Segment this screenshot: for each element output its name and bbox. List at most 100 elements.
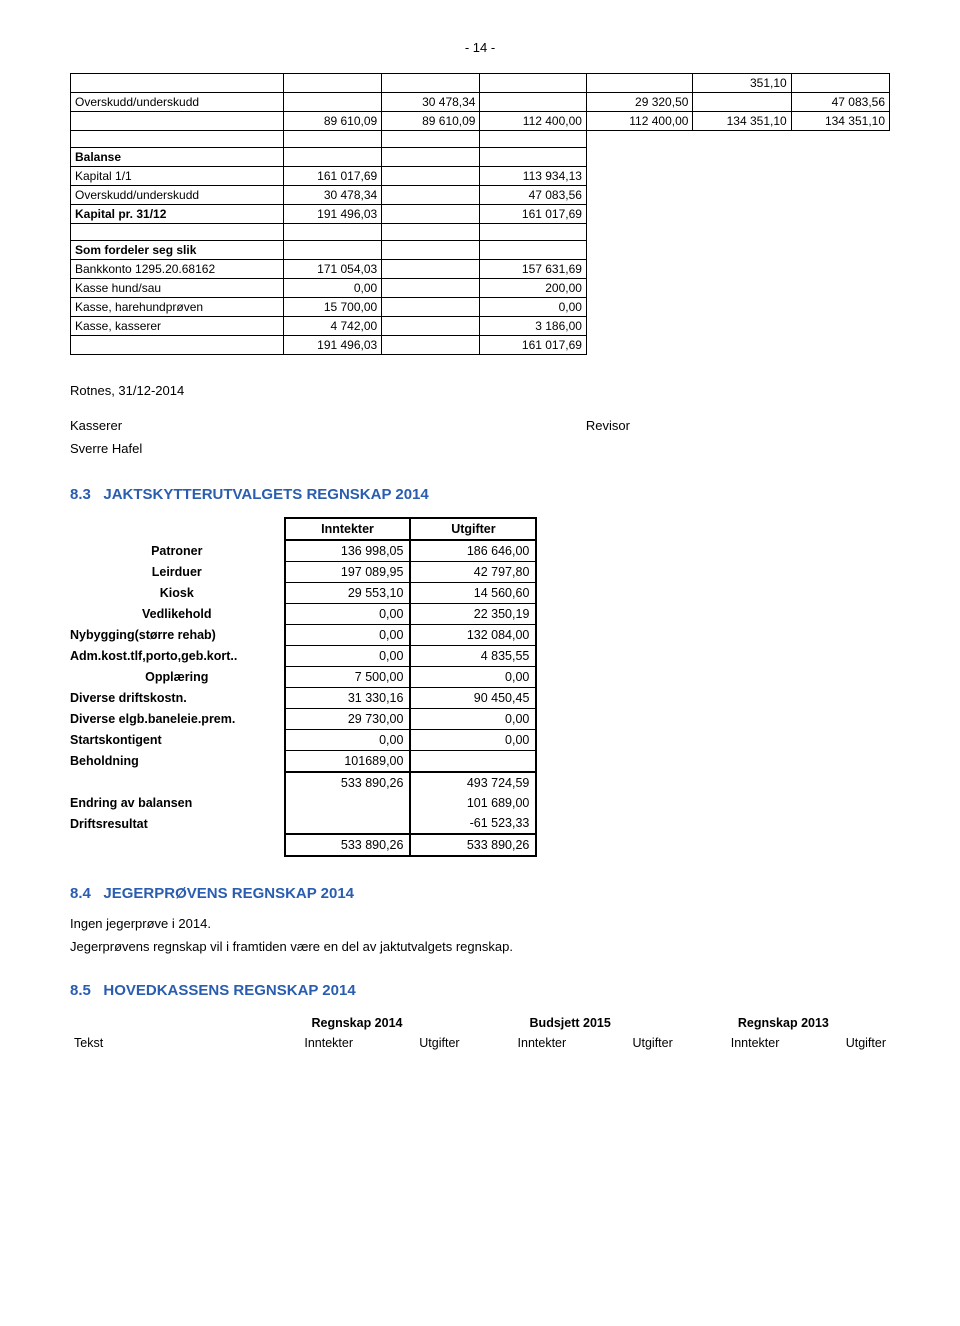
sub-header: Utgifter xyxy=(570,1033,677,1053)
cell: 0,00 xyxy=(285,730,411,751)
cell: Balanse xyxy=(71,148,284,167)
row-label: Patroner xyxy=(70,540,285,562)
cell: 493 724,59 xyxy=(410,772,536,793)
cell: 171 054,03 xyxy=(283,260,381,279)
table-row xyxy=(71,131,890,148)
cell: 351,10 xyxy=(693,74,791,93)
cell: 30 478,34 xyxy=(283,186,381,205)
cell: 0,00 xyxy=(410,667,536,688)
cell: Overskudd/underskudd xyxy=(71,186,284,205)
cell: 29 553,10 xyxy=(285,583,411,604)
table-row: Som fordeler seg slik xyxy=(71,241,890,260)
cell: 161 017,69 xyxy=(480,336,586,355)
row-label: Vedlikehold xyxy=(70,604,285,625)
cell: 533 890,26 xyxy=(285,772,411,793)
section-num: 8.5 xyxy=(70,982,91,999)
cell: 15 700,00 xyxy=(283,298,381,317)
cell: 200,00 xyxy=(480,279,586,298)
row-label: Adm.kost.tlf,porto,geb.kort.. xyxy=(70,646,285,667)
cell: 157 631,69 xyxy=(480,260,586,279)
cell: Som fordeler seg slik xyxy=(71,241,284,260)
row-label: Opplæring xyxy=(70,667,285,688)
cell: 22 350,19 xyxy=(410,604,536,625)
cell: 112 400,00 xyxy=(480,112,586,131)
cell: 0,00 xyxy=(410,730,536,751)
cell: 161 017,69 xyxy=(480,205,586,224)
cell: 533 890,26 xyxy=(285,834,411,856)
cell: Kapital 1/1 xyxy=(71,167,284,186)
row-label: Endring av balansen xyxy=(70,793,285,813)
sverre-name: Sverre Hafel xyxy=(70,441,890,456)
table-row: Bankkonto 1295.20.68162 171 054,03 157 6… xyxy=(71,260,890,279)
cell: 47 083,56 xyxy=(480,186,586,205)
signature-line: Kasserer Revisor xyxy=(70,418,890,433)
cell: 30 478,34 xyxy=(382,93,480,112)
table-row: Overskudd/underskudd 30 478,34 47 083,56 xyxy=(71,186,890,205)
sub-header: Inntekter xyxy=(677,1033,784,1053)
cell: 134 351,10 xyxy=(791,112,889,131)
cell: 89 610,09 xyxy=(382,112,480,131)
cell: 29 320,50 xyxy=(586,93,692,112)
section-title: JEGERPRØVENS REGNSKAP 2014 xyxy=(103,885,354,902)
cell: 14 560,60 xyxy=(410,583,536,604)
section-num: 8.3 xyxy=(70,486,91,503)
cell: 7 500,00 xyxy=(285,667,411,688)
section-title: JAKTSKYTTERUTVALGETS REGNSKAP 2014 xyxy=(103,486,428,503)
row-label: Driftsresultat xyxy=(70,813,285,834)
section-title: HOVEDKASSENS REGNSKAP 2014 xyxy=(103,982,355,999)
section-num: 8.4 xyxy=(70,885,91,902)
table-row: Kasse, kasserer 4 742,00 3 186,00 xyxy=(71,317,890,336)
cell: 101689,00 xyxy=(285,751,411,773)
col-header: Budsjett 2015 xyxy=(464,1013,677,1033)
cell: 161 017,69 xyxy=(283,167,381,186)
col-header: Regnskap 2013 xyxy=(677,1013,890,1033)
cell: 29 730,00 xyxy=(285,709,411,730)
revisor-label: Revisor xyxy=(586,418,630,433)
row-label: Diverse driftskostn. xyxy=(70,688,285,709)
cell: 113 934,13 xyxy=(480,167,586,186)
table-row: Balanse xyxy=(71,148,890,167)
col-header: Utgifter xyxy=(410,518,536,540)
cell: 42 797,80 xyxy=(410,562,536,583)
page-number: - 14 - xyxy=(70,40,890,55)
section-8-4-heading: 8.4 JEGERPRØVENS REGNSKAP 2014 xyxy=(70,885,890,902)
cell: 0,00 xyxy=(285,646,411,667)
table-row xyxy=(71,224,890,241)
cell: 533 890,26 xyxy=(410,834,536,856)
sub-header: Inntekter xyxy=(250,1033,357,1053)
table-row: 191 496,03 161 017,69 xyxy=(71,336,890,355)
col-header: Regnskap 2014 xyxy=(250,1013,463,1033)
table-row: Kapital 1/1 161 017,69 113 934,13 xyxy=(71,167,890,186)
cell: Kapital pr. 31/12 xyxy=(71,205,284,224)
cell: 47 083,56 xyxy=(791,93,889,112)
section-8-3-heading: 8.3 JAKTSKYTTERUTVALGETS REGNSKAP 2014 xyxy=(70,486,890,503)
cell: Overskudd/underskudd xyxy=(71,93,284,112)
row-label: Startskontigent xyxy=(70,730,285,751)
jakt-table: Inntekter Utgifter Patroner136 998,05186… xyxy=(70,517,537,857)
cell: Bankkonto 1295.20.68162 xyxy=(71,260,284,279)
cell: -61 523,33 xyxy=(410,813,536,834)
cell: 89 610,09 xyxy=(283,112,381,131)
row-label: Leirduer xyxy=(70,562,285,583)
cell: 0,00 xyxy=(285,604,411,625)
table-row: Kapital pr. 31/12 191 496,03 161 017,69 xyxy=(71,205,890,224)
table-row: 89 610,09 89 610,09 112 400,00 112 400,0… xyxy=(71,112,890,131)
cell: 4 742,00 xyxy=(283,317,381,336)
cell: 134 351,10 xyxy=(693,112,791,131)
section-8-5-heading: 8.5 HOVEDKASSENS REGNSKAP 2014 xyxy=(70,982,890,999)
balance-table: 351,10 Overskudd/underskudd 30 478,34 29… xyxy=(70,73,890,355)
cell: Kasse, kasserer xyxy=(71,317,284,336)
cell: 31 330,16 xyxy=(285,688,411,709)
cell xyxy=(410,751,536,773)
table-row: Kasse hund/sau 0,00 200,00 xyxy=(71,279,890,298)
row-label: Nybygging(større rehab) xyxy=(70,625,285,646)
cell: 90 450,45 xyxy=(410,688,536,709)
cell: 112 400,00 xyxy=(586,112,692,131)
cell: 4 835,55 xyxy=(410,646,536,667)
hovedkasse-header: Regnskap 2014 Budsjett 2015 Regnskap 201… xyxy=(70,1013,890,1053)
cell: Kasse, harehundprøven xyxy=(71,298,284,317)
cell: 3 186,00 xyxy=(480,317,586,336)
p84b: Jegerprøvens regnskap vil i framtiden væ… xyxy=(70,939,890,954)
sub-header: Utgifter xyxy=(357,1033,464,1053)
cell: 0,00 xyxy=(480,298,586,317)
